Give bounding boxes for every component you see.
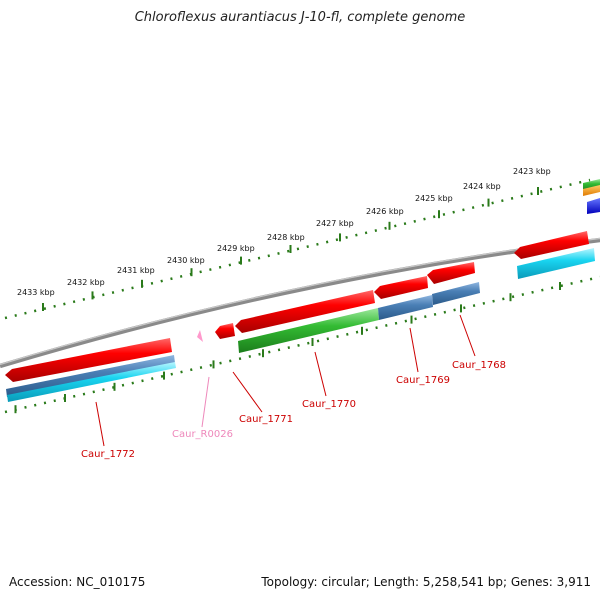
- label-caur-r0026[interactable]: Caur_R0026: [172, 429, 233, 440]
- genome-backbone: [0, 237, 600, 369]
- feature-caur-r0026[interactable]: [197, 330, 203, 342]
- right-cyan-bar[interactable]: [517, 248, 595, 279]
- feature-caur-1772[interactable]: [5, 338, 176, 402]
- outer-ruler-ticks: [42, 187, 539, 311]
- caur-1769-steelblue-bar[interactable]: [378, 295, 433, 320]
- ruler-label-2431: 2431 kbp: [117, 266, 155, 275]
- map-title: Chloroflexus aurantiacus J-10-fl, comple…: [134, 10, 466, 25]
- caur-1770-cds-arrow[interactable]: [235, 290, 375, 333]
- inner-ruler-ticks: [14, 282, 561, 414]
- inner-ruler-line: [4, 275, 600, 414]
- topology-summary: Topology: circular; Length: 5,258,541 bp…: [261, 575, 591, 589]
- caur-1768-steelblue-bar[interactable]: [432, 282, 480, 305]
- label-caur-1770[interactable]: Caur_1770: [302, 399, 356, 410]
- label-caur-1771[interactable]: Caur_1771: [239, 414, 293, 425]
- leader-caur-1770: [314, 351, 327, 397]
- caur-1772-steelblue-bar[interactable]: [6, 355, 175, 397]
- leader-caur-1769: [409, 327, 419, 373]
- leader-caur-1771: [232, 371, 263, 413]
- leader-caur-1772: [95, 401, 105, 447]
- feature-caur-1771[interactable]: [215, 323, 235, 339]
- ruler-label-2423: 2423 kbp: [513, 167, 551, 176]
- ruler-label-2433: 2433 kbp: [17, 288, 55, 297]
- caur-1772-cyan-bar[interactable]: [7, 362, 176, 402]
- feature-caur-1768[interactable]: [427, 262, 480, 305]
- label-caur-1772[interactable]: Caur_1772: [81, 449, 135, 460]
- accession-text: Accession: NC_010175: [9, 575, 146, 589]
- genome-backbone-highlight: [0, 237, 600, 366]
- ruler-label-2430: 2430 kbp: [167, 256, 205, 265]
- ruler-label-2429: 2429 kbp: [217, 244, 255, 253]
- ruler-label-2428: 2428 kbp: [267, 233, 305, 242]
- ruler-label-2427: 2427 kbp: [316, 219, 354, 228]
- feature-right-unlabeled[interactable]: [514, 231, 595, 279]
- edge-orange-feature[interactable]: [583, 185, 600, 196]
- outer-ruler-line: [4, 178, 591, 320]
- edge-blue-feature[interactable]: [587, 198, 600, 214]
- ruler-label-2426: 2426 kbp: [366, 207, 404, 216]
- feature-caur-1770[interactable]: [235, 290, 379, 353]
- leader-caur-1768: [459, 314, 476, 357]
- ruler-label-2432: 2432 kbp: [67, 278, 105, 287]
- label-caur-1769[interactable]: Caur_1769: [396, 375, 450, 386]
- ruler-label-2425: 2425 kbp: [415, 194, 453, 203]
- caur-1768-cds-arrow[interactable]: [427, 262, 475, 284]
- label-caur-1768[interactable]: Caur_1768: [452, 360, 506, 371]
- caur-1769-cds-arrow[interactable]: [374, 276, 428, 299]
- caur-1770-green-bar[interactable]: [238, 308, 379, 353]
- feature-caur-1769[interactable]: [374, 276, 433, 320]
- right-cds-arrow[interactable]: [514, 231, 589, 259]
- ruler-label-2424: 2424 kbp: [463, 182, 501, 191]
- caur-1772-cds-arrow[interactable]: [5, 338, 172, 382]
- leader-caur-r0026: [201, 376, 210, 428]
